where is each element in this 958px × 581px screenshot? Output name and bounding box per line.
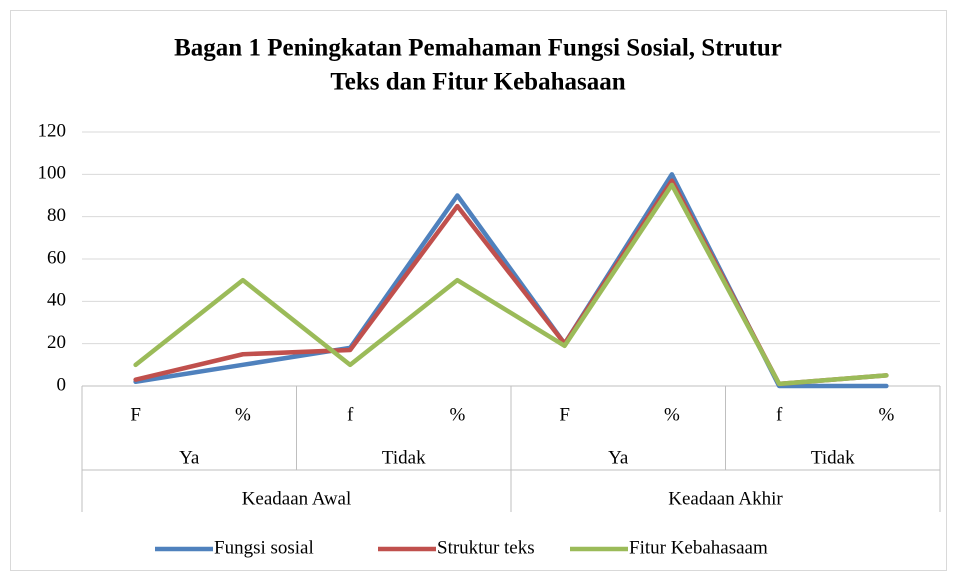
y-tick-label: 80 [47,205,66,226]
group-label: Ya [608,447,629,468]
y-tick-label: 20 [47,332,66,353]
group-label: Keadaan Awal [242,488,352,509]
series-line [133,182,889,387]
x-tick-label: % [449,404,465,425]
group-label: Tidak [382,447,426,468]
y-tick-label: 40 [47,290,66,311]
y-tick-label: 100 [38,163,67,184]
legend-label: Fungsi sosial [214,537,314,558]
x-tick-label: F [559,404,570,425]
x-tick-label: F [130,404,141,425]
y-tick-label: 120 [38,120,67,141]
x-tick-label: % [235,404,251,425]
group-label: Keadaan Akhir [668,488,783,509]
x-tick-label: f [776,404,783,425]
y-tick-label: 60 [47,247,66,268]
x-tick-label: % [878,404,894,425]
group-label: Tidak [811,447,855,468]
y-tick-label: 0 [57,374,67,395]
legend-label: Fitur Kebahasaam [629,537,768,558]
x-tick-label: % [664,404,680,425]
legend-label: Struktur teks [437,537,535,558]
chart-title: Bagan 1 Peningkatan Pemahaman Fungsi Sos… [174,35,782,62]
group-label: Ya [179,447,200,468]
chart-title: Teks dan Fitur Kebahasaan [330,69,625,96]
x-tick-label: f [347,404,354,425]
